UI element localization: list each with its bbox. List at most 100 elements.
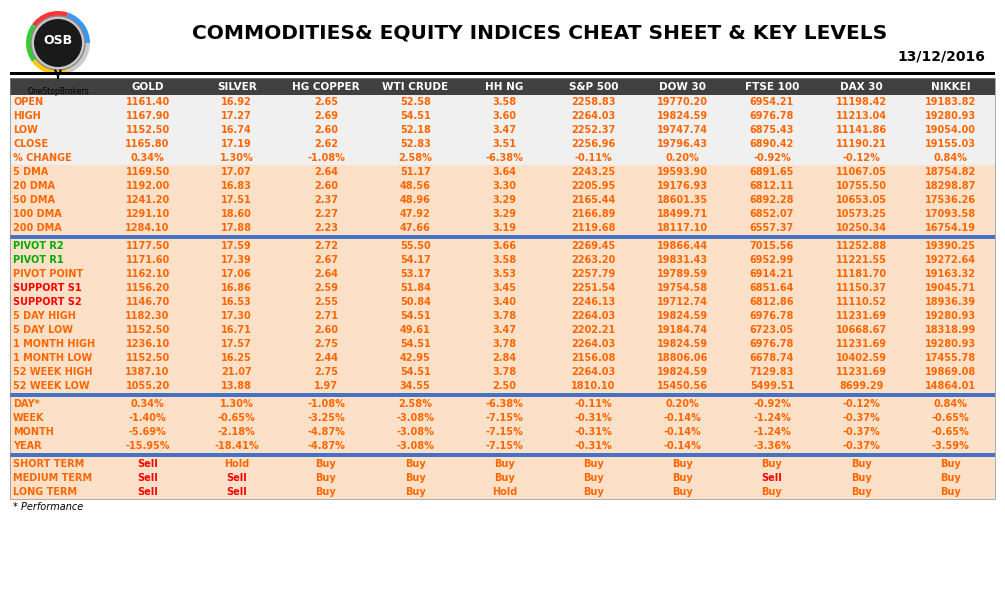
Text: -3.08%: -3.08% (396, 427, 434, 437)
Text: PIVOT R2: PIVOT R2 (13, 241, 63, 251)
Bar (10, 235, 995, 239)
Text: 17455.78: 17455.78 (925, 353, 976, 363)
Text: 2.65: 2.65 (314, 97, 338, 107)
Text: 16.53: 16.53 (221, 297, 252, 307)
Text: 34.55: 34.55 (400, 381, 430, 391)
Text: Buy: Buy (494, 459, 515, 469)
Wedge shape (32, 11, 68, 27)
Text: 2.71: 2.71 (314, 311, 338, 321)
Text: 17.27: 17.27 (221, 111, 252, 121)
Text: 2269.45: 2269.45 (572, 241, 616, 251)
Bar (10, 72, 995, 75)
Text: 2202.21: 2202.21 (572, 325, 616, 335)
Text: 18754.82: 18754.82 (925, 167, 976, 177)
Text: 17.19: 17.19 (221, 139, 252, 149)
Text: Buy: Buy (405, 487, 425, 497)
Text: 3.60: 3.60 (492, 111, 517, 121)
Text: 2165.44: 2165.44 (572, 195, 616, 205)
Text: 18117.10: 18117.10 (657, 223, 709, 233)
Text: -3.59%: -3.59% (932, 441, 969, 451)
Text: -1.40%: -1.40% (129, 413, 167, 423)
Text: 1291.10: 1291.10 (126, 209, 170, 219)
Text: 48.96: 48.96 (400, 195, 430, 205)
Text: -1.08%: -1.08% (308, 399, 345, 409)
Text: -1.08%: -1.08% (308, 153, 345, 163)
Text: 1182.30: 1182.30 (126, 311, 170, 321)
Text: 18318.99: 18318.99 (925, 325, 976, 335)
Text: -0.65%: -0.65% (932, 413, 969, 423)
Text: Sell: Sell (138, 459, 158, 469)
Text: 0.20%: 0.20% (666, 399, 699, 409)
Text: 2264.03: 2264.03 (572, 367, 616, 377)
Bar (10, 457, 995, 499)
Text: NIKKEI: NIKKEI (931, 82, 970, 91)
Text: 11221.55: 11221.55 (836, 255, 886, 265)
Text: 11231.69: 11231.69 (836, 339, 886, 349)
Text: 19184.74: 19184.74 (657, 325, 709, 335)
Text: 18499.71: 18499.71 (657, 209, 709, 219)
Text: 3.78: 3.78 (492, 367, 517, 377)
Text: 1284.10: 1284.10 (126, 223, 170, 233)
Text: 16.71: 16.71 (221, 325, 252, 335)
Text: 20 DMA: 20 DMA (13, 181, 55, 191)
Text: 54.51: 54.51 (400, 339, 430, 349)
Text: 1 MONTH LOW: 1 MONTH LOW (13, 353, 92, 363)
Text: 6557.37: 6557.37 (750, 223, 794, 233)
Text: -7.15%: -7.15% (485, 427, 524, 437)
Text: 19796.43: 19796.43 (657, 139, 709, 149)
Text: 6852.07: 6852.07 (750, 209, 794, 219)
Text: -0.31%: -0.31% (575, 427, 612, 437)
Text: 16.92: 16.92 (221, 97, 252, 107)
Text: Buy: Buy (851, 473, 871, 483)
Text: 1152.50: 1152.50 (126, 125, 170, 135)
Wedge shape (66, 13, 90, 43)
Text: -1.24%: -1.24% (753, 427, 791, 437)
Text: 11252.88: 11252.88 (835, 241, 886, 251)
Text: 11231.69: 11231.69 (836, 311, 886, 321)
Text: 3.30: 3.30 (492, 181, 517, 191)
Text: 19824.59: 19824.59 (657, 339, 709, 349)
Text: GOLD: GOLD (132, 82, 164, 91)
Text: 1161.40: 1161.40 (126, 97, 170, 107)
Text: 1.30%: 1.30% (220, 399, 253, 409)
Text: 3.47: 3.47 (492, 125, 517, 135)
Text: 19593.90: 19593.90 (657, 167, 709, 177)
Text: 3.58: 3.58 (492, 255, 517, 265)
Text: DOW 30: DOW 30 (659, 82, 707, 91)
Text: 1165.80: 1165.80 (126, 139, 170, 149)
Text: -0.37%: -0.37% (842, 427, 880, 437)
Text: 11067.05: 11067.05 (836, 167, 886, 177)
Text: 7015.56: 7015.56 (750, 241, 794, 251)
Text: Hold: Hold (491, 487, 517, 497)
Text: S&P 500: S&P 500 (569, 82, 618, 91)
Text: 19770.20: 19770.20 (657, 97, 709, 107)
Text: 10653.05: 10653.05 (836, 195, 886, 205)
Text: -0.14%: -0.14% (664, 413, 701, 423)
Text: 1156.20: 1156.20 (126, 283, 170, 293)
Text: 53.17: 53.17 (400, 269, 430, 279)
Wedge shape (32, 59, 68, 75)
Text: -0.65%: -0.65% (218, 413, 255, 423)
Text: 6812.11: 6812.11 (750, 181, 794, 191)
Text: 1.30%: 1.30% (220, 153, 253, 163)
Text: -0.31%: -0.31% (575, 413, 612, 423)
Text: 0.34%: 0.34% (131, 399, 165, 409)
Text: 1167.90: 1167.90 (126, 111, 170, 121)
Text: 6952.99: 6952.99 (750, 255, 794, 265)
Text: 6976.78: 6976.78 (750, 311, 794, 321)
Wedge shape (66, 43, 90, 73)
Text: Buy: Buy (494, 473, 515, 483)
Text: 8699.29: 8699.29 (839, 381, 883, 391)
Text: 6875.43: 6875.43 (750, 125, 794, 135)
Text: -3.36%: -3.36% (753, 441, 791, 451)
Text: -0.14%: -0.14% (664, 441, 701, 451)
Text: 19789.59: 19789.59 (657, 269, 709, 279)
Text: 200 DMA: 200 DMA (13, 223, 61, 233)
Text: Buy: Buy (762, 459, 782, 469)
Text: 50 DMA: 50 DMA (13, 195, 55, 205)
Text: Buy: Buy (672, 473, 693, 483)
Text: 11231.69: 11231.69 (836, 367, 886, 377)
Text: LOW: LOW (13, 125, 38, 135)
Bar (10, 165, 995, 235)
Text: -6.38%: -6.38% (485, 153, 524, 163)
